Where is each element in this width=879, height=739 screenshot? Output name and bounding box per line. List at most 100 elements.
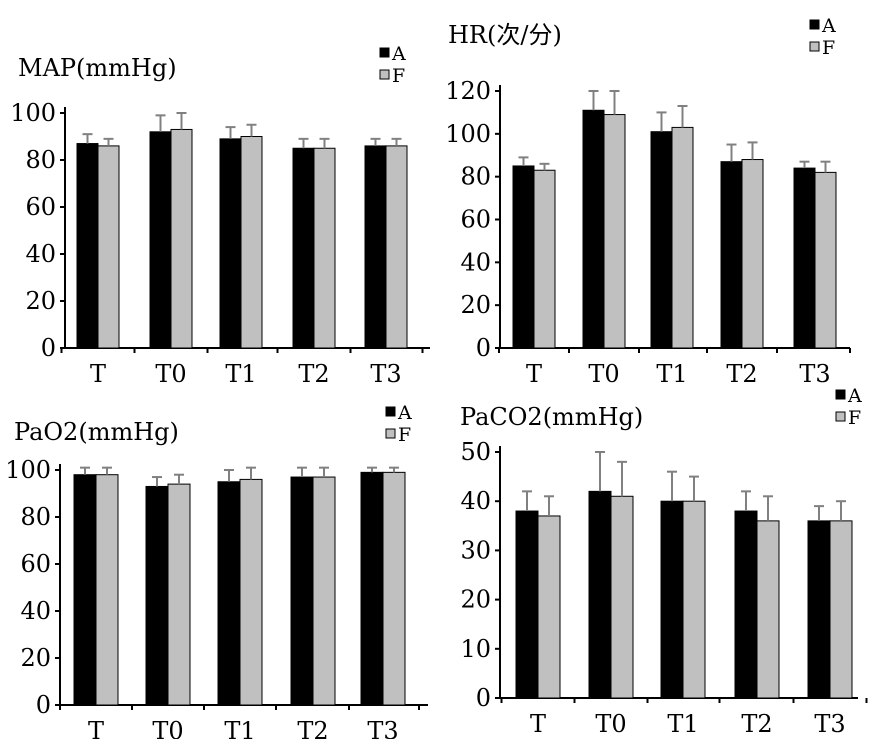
bar-a [512,165,535,349]
panel-title: PaO2(mmHg) [14,418,179,446]
bar-a [793,167,816,349]
bar-a [650,131,673,349]
legend-swatch-f [835,411,846,422]
x-tick-label: T0 [152,717,183,739]
legend-label-f: F [392,65,405,87]
bar-f [239,478,263,706]
x-tick-label: T1 [667,710,698,738]
y-tick-label: 0 [476,334,491,362]
legend-label-a: A [397,402,412,424]
legend-label-a: A [391,43,406,65]
bar-f [167,483,191,706]
x-tick-label: T0 [588,360,619,388]
bar-f [533,169,556,349]
x-tick-label: T [88,717,104,739]
x-tick-label: T3 [367,717,398,739]
bar-f [671,126,694,349]
bar-a [734,510,758,699]
bar-a [807,520,831,699]
bar-a [515,510,539,699]
panel-paco2: PaCO2(mmHg) 0 10 20 30 40 50 T T0 T1 T2 T3 AF [460,385,868,738]
x-tick-label: T [530,710,546,738]
bar-a [660,500,684,699]
y-tick-label: 60 [20,550,51,578]
bar-a [720,161,743,349]
bar-f [610,495,634,699]
y-tick-label: 20 [460,586,491,614]
y-tick-label: 0 [476,684,491,712]
y-tick-label: 80 [460,163,491,191]
legend-swatch-a [809,19,820,30]
x-tick-label: T2 [726,360,757,388]
bar-f [537,515,561,699]
bar-a [292,147,315,349]
bar-f [385,145,408,349]
x-tick-label: T [526,360,542,388]
legend-swatch-a [379,47,390,58]
bar-f [814,171,837,349]
bar-a [588,490,612,699]
bar-f [829,520,853,699]
y-tick-label: 20 [25,287,56,315]
legend-swatch-a [835,389,846,400]
bar-f [312,476,336,706]
bar-f [382,471,406,706]
bar-f [313,147,336,349]
bar-f [756,520,780,699]
y-tick-label: 80 [20,503,51,531]
bar-f [170,128,193,349]
y-tick-label: 100 [445,120,491,148]
x-tick-label: T3 [370,360,401,388]
x-tick-label: T1 [224,717,255,739]
y-tick-label: 40 [460,487,491,515]
x-tick-label: T3 [814,710,845,738]
y-tick-label: 100 [5,456,51,484]
x-tick-label: T0 [155,360,186,388]
y-tick-label: 120 [445,77,491,105]
y-tick-label: 40 [460,248,491,276]
y-tick-label: 0 [41,334,56,362]
bar-a [73,474,97,706]
bar-f [95,474,119,706]
x-tick-label: T1 [225,360,256,388]
legend-label-f: F [398,424,411,446]
legend-swatch-f [385,428,396,439]
bar-a [217,481,241,706]
bar-f [603,114,626,349]
y-tick-label: 40 [25,240,56,268]
y-tick-label: 80 [25,146,56,174]
x-tick-label: T [90,360,106,388]
bar-a [149,131,172,349]
bar-a [360,471,384,706]
panel-pao2: PaO2(mmHg) 0 20 40 60 80 100 T T0 T1 T2 T3 AF [5,402,428,739]
y-tick-label: 40 [20,597,51,625]
panel-title: HR(次/分) [448,21,562,49]
legend-label-f: F [848,407,861,429]
x-tick-label: T2 [741,710,772,738]
bar-a [364,145,387,349]
legend-label-a: A [821,15,836,37]
y-tick-label: 10 [460,635,491,663]
x-tick-label: T1 [656,360,687,388]
bar-f [240,136,263,349]
legend-swatch-f [379,69,390,80]
bar-a [76,143,99,349]
y-tick-label: 0 [36,691,51,719]
y-tick-label: 20 [20,644,51,672]
y-tick-label: 60 [460,206,491,234]
legend-swatch-f [809,41,820,52]
bar-f [97,145,120,349]
bar-a [582,109,605,349]
x-tick-label: T2 [297,717,328,739]
bar-a [290,476,314,706]
panel-map: MAP(mmHg) 0 20 40 60 80 100 T T0 T1 T2 T3 AF [10,43,430,388]
x-tick-label: T0 [595,710,626,738]
bar-a [145,485,169,706]
y-tick-label: 20 [460,291,491,319]
bar-a [219,138,242,349]
bar-f [741,159,764,349]
bar-f [682,500,706,699]
panel-hr: HR(次/分) 0 20 40 60 80 100 120 T T0 T1 T2 T3 AF [445,15,851,388]
legend-label-a: A [847,385,862,407]
